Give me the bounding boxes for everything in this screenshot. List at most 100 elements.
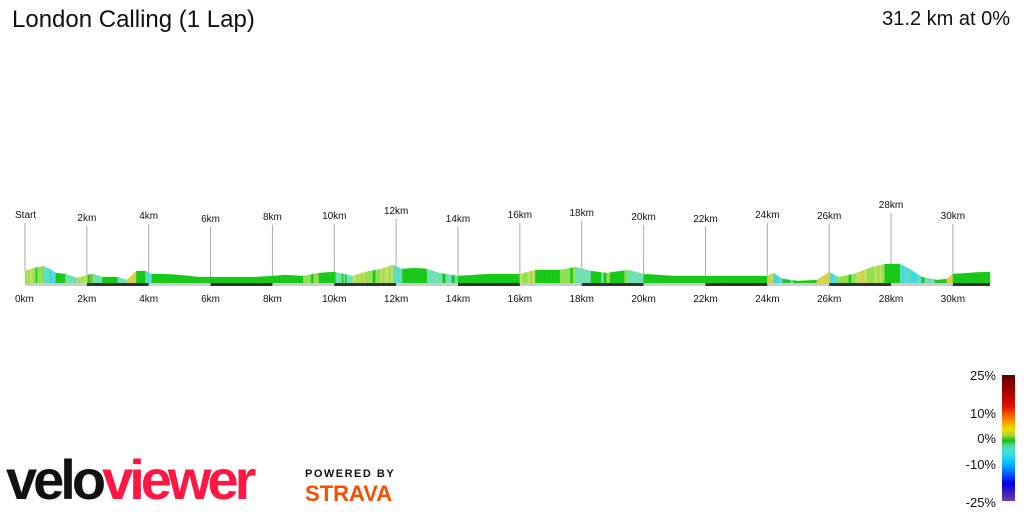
distance-bar-segment	[891, 283, 953, 286]
marker-label: 20km	[631, 212, 655, 223]
profile-segment	[798, 280, 802, 284]
profile-segment	[983, 271, 985, 284]
profile-segment	[29, 268, 32, 284]
marker-label: 10km	[322, 211, 346, 222]
profile-segment	[861, 269, 865, 284]
profile-segment	[338, 272, 341, 284]
profile-segment	[428, 269, 432, 284]
distance-bar-segment	[458, 283, 520, 286]
x-tick-label: 26km	[817, 294, 841, 305]
profile-segment	[151, 273, 155, 284]
profile-segment	[220, 276, 227, 284]
profile-segment	[848, 274, 852, 284]
profile-segment	[204, 276, 207, 284]
profile-segment	[945, 278, 947, 284]
profile-segment	[137, 270, 140, 284]
profile-segment	[832, 273, 834, 284]
profile-segment	[853, 272, 857, 284]
profile-segment	[527, 271, 531, 284]
distance-bar-segment	[705, 283, 768, 286]
profile-segment	[139, 270, 142, 284]
profile-segment	[519, 273, 523, 284]
profile-segment	[410, 268, 413, 284]
profile-segment	[984, 271, 987, 284]
distance-bar-segment	[396, 283, 459, 286]
profile-segment	[773, 272, 776, 284]
profile-segment	[52, 270, 55, 284]
marker-label: 18km	[570, 208, 594, 219]
profile-segment	[194, 276, 199, 284]
profile-segment	[89, 274, 92, 284]
profile-segment	[856, 271, 860, 284]
profile-segment	[75, 277, 78, 284]
profile-segment	[638, 272, 642, 284]
profile-segment	[155, 273, 159, 284]
profile-segment	[869, 267, 873, 284]
profile-segment	[792, 280, 796, 284]
profile-segment	[478, 274, 484, 284]
profile-segment	[69, 275, 72, 284]
profile-segment	[830, 272, 833, 284]
profile-segment	[406, 268, 409, 284]
profile-segment	[613, 271, 618, 284]
distance-bar-segment	[148, 283, 211, 286]
profile-segment	[756, 275, 763, 284]
profile-segment	[804, 280, 808, 284]
profile-segment	[179, 274, 183, 284]
profile-segment	[334, 271, 336, 284]
profile-segment	[658, 274, 665, 284]
profile-segment	[176, 274, 180, 284]
x-tick-label: 10km	[322, 294, 346, 305]
profile-segment	[435, 271, 438, 284]
profile-segment	[354, 274, 358, 284]
profile-segment	[115, 276, 118, 284]
profile-segment	[352, 275, 356, 284]
marker-label: 6km	[201, 214, 220, 225]
x-tick-label: 18km	[570, 294, 594, 305]
profile-segment	[779, 276, 782, 284]
profile-segment	[55, 272, 58, 284]
profile-segment	[32, 267, 35, 284]
profile-segment	[751, 275, 758, 284]
profile-segment	[390, 264, 394, 284]
profile-segment	[274, 275, 277, 284]
profile-segment	[606, 272, 611, 284]
profile-segment	[624, 269, 629, 284]
profile-segment	[341, 273, 344, 284]
profile-segment	[741, 275, 747, 284]
distance-bar-segment	[829, 283, 892, 286]
profile-segment	[810, 280, 814, 284]
profile-segment	[131, 273, 134, 284]
profile-segment	[907, 267, 910, 284]
profile-segment	[987, 271, 990, 284]
profile-segment	[731, 275, 737, 284]
marker-label: 12km	[384, 206, 408, 217]
profile-segment	[509, 273, 515, 284]
profile-segment	[836, 275, 839, 284]
profile-segment	[601, 272, 605, 284]
profile-segment	[524, 271, 528, 284]
profile-segment	[463, 275, 469, 284]
profile-segment	[603, 272, 607, 284]
profile-segment	[267, 276, 271, 284]
profile-segment	[493, 273, 500, 284]
profile-segment	[929, 278, 933, 284]
profile-segment	[457, 275, 464, 284]
profile-segment	[643, 273, 649, 284]
marker-label: 28km	[879, 200, 903, 211]
profile-segment	[88, 274, 91, 284]
marker-label: 2km	[77, 213, 96, 224]
profile-segment	[71, 275, 74, 284]
x-tick-label: 16km	[508, 294, 532, 305]
profile-segment	[60, 273, 63, 284]
profile-segment	[261, 276, 265, 284]
profile-segment	[130, 275, 132, 284]
profile-segment	[49, 268, 51, 284]
profile-segment	[77, 277, 80, 284]
profile-segment	[420, 268, 424, 284]
profile-segment	[583, 268, 587, 284]
profile-segment	[365, 271, 368, 284]
profile-segment	[904, 266, 907, 284]
profile-segment	[901, 264, 904, 284]
profile-segment	[952, 273, 959, 284]
